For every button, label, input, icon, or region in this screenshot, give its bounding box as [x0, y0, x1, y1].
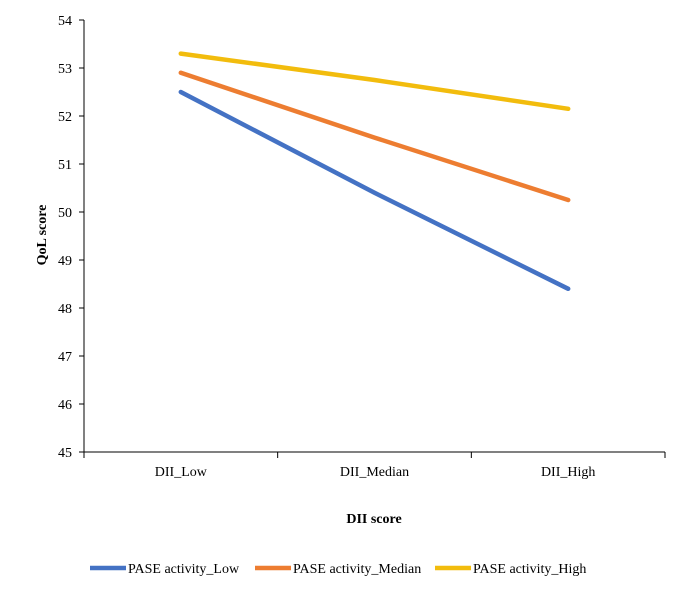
y-tick-label: 48 [58, 302, 72, 317]
series-line-1 [178, 89, 571, 292]
legend-label-2: PASE activity_Median [293, 562, 421, 577]
axes: 45 46 47 48 49 50 51 52 53 54 DII_Low DII_Median DII… [58, 14, 666, 480]
y-tick-label: 54 [58, 14, 72, 29]
legend-label-1: PASE activity_Low [128, 562, 240, 577]
y-tick-label: 53 [58, 62, 72, 77]
y-tick-label: 49 [58, 254, 72, 269]
x-tick-label: DII_High [541, 465, 595, 480]
legend-label-3: PASE activity_High [473, 562, 586, 577]
y-tick-label: 51 [58, 158, 72, 173]
x-axis-title: DII score [346, 512, 401, 527]
y-tick-label: 50 [58, 206, 72, 221]
y-tick-label: 45 [58, 446, 72, 461]
series-line-2 [178, 70, 571, 203]
y-tick-label: 47 [58, 350, 72, 365]
x-tick-label: DII_Low [155, 465, 208, 480]
legend: PASE activity_Low PASE activity_Median PAS… [90, 562, 586, 577]
y-axis-title: QoL score [35, 205, 50, 266]
series-line-3 [178, 51, 571, 112]
y-tick-label: 52 [58, 110, 72, 125]
series-layer [178, 51, 571, 292]
y-tick-label: 46 [58, 398, 72, 413]
x-tick-label: DII_Median [340, 465, 409, 480]
